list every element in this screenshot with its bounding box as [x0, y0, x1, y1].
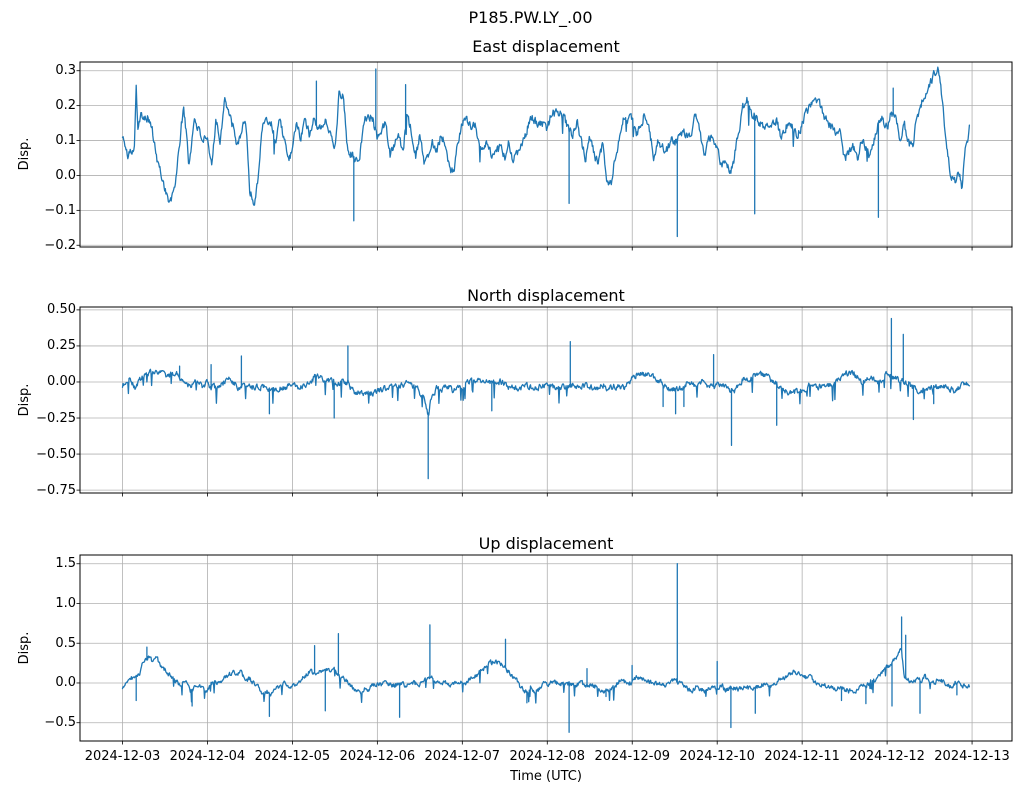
y-axis-label-north: Disp. [17, 383, 32, 417]
x-tick-label: 2024-12-03 [84, 749, 161, 764]
x-tick-label: 2024-12-09 [594, 749, 670, 764]
y-tick-label: 0.0 [55, 167, 76, 183]
x-tick-label: 2024-12-07 [424, 749, 501, 764]
y-tick-label: 0.1 [55, 133, 76, 149]
x-tick-label: 2024-12-06 [339, 749, 416, 764]
x-tick-label: 2024-12-12 [849, 749, 925, 764]
y-tick-label: −0.2 [44, 237, 76, 253]
series-line-up [121, 563, 971, 733]
subplot-title-up: Up displacement [478, 534, 614, 553]
y-tick-label: −0.5 [44, 715, 76, 731]
x-tick-label: 2024-12-04 [169, 749, 246, 764]
figure-suptitle: P185.PW.LY_.00 [468, 8, 593, 27]
x-tick-label: 2024-12-08 [509, 749, 586, 764]
y-tick-label: 0.5 [55, 635, 76, 651]
y-tick-label: −0.50 [36, 446, 76, 462]
y-tick-label: 0.50 [47, 302, 76, 318]
y-tick-label: −0.1 [44, 202, 76, 218]
y-tick-label: 0.00 [47, 374, 76, 390]
axes-border [79, 61, 1013, 248]
axes-border [79, 306, 1013, 494]
y-tick-label: 0.25 [47, 338, 76, 354]
y-tick-label: −0.75 [36, 482, 76, 498]
subplot-title-north: North displacement [467, 286, 625, 305]
y-tick-label: −0.25 [36, 410, 76, 426]
y-tick-label: 1.0 [55, 595, 76, 611]
axes-border [79, 554, 1013, 742]
y-axis-label-east: Disp. [17, 137, 32, 171]
x-tick-label: 2024-12-11 [764, 749, 840, 764]
x-axis-label: Time (UTC) [510, 769, 582, 784]
x-tick-label: 2024-12-10 [679, 749, 755, 764]
y-tick-label: 0.0 [55, 675, 76, 691]
x-tick-label: 2024-12-05 [254, 749, 331, 764]
series-line-east [121, 66, 971, 238]
x-tick-label: 2024-12-13 [934, 749, 1010, 764]
y-tick-label: 0.3 [55, 63, 76, 79]
y-tick-label: 0.2 [55, 98, 76, 114]
subplot-title-east: East displacement [472, 37, 620, 56]
y-tick-label: 1.5 [55, 556, 76, 572]
series-line-north [121, 317, 971, 480]
